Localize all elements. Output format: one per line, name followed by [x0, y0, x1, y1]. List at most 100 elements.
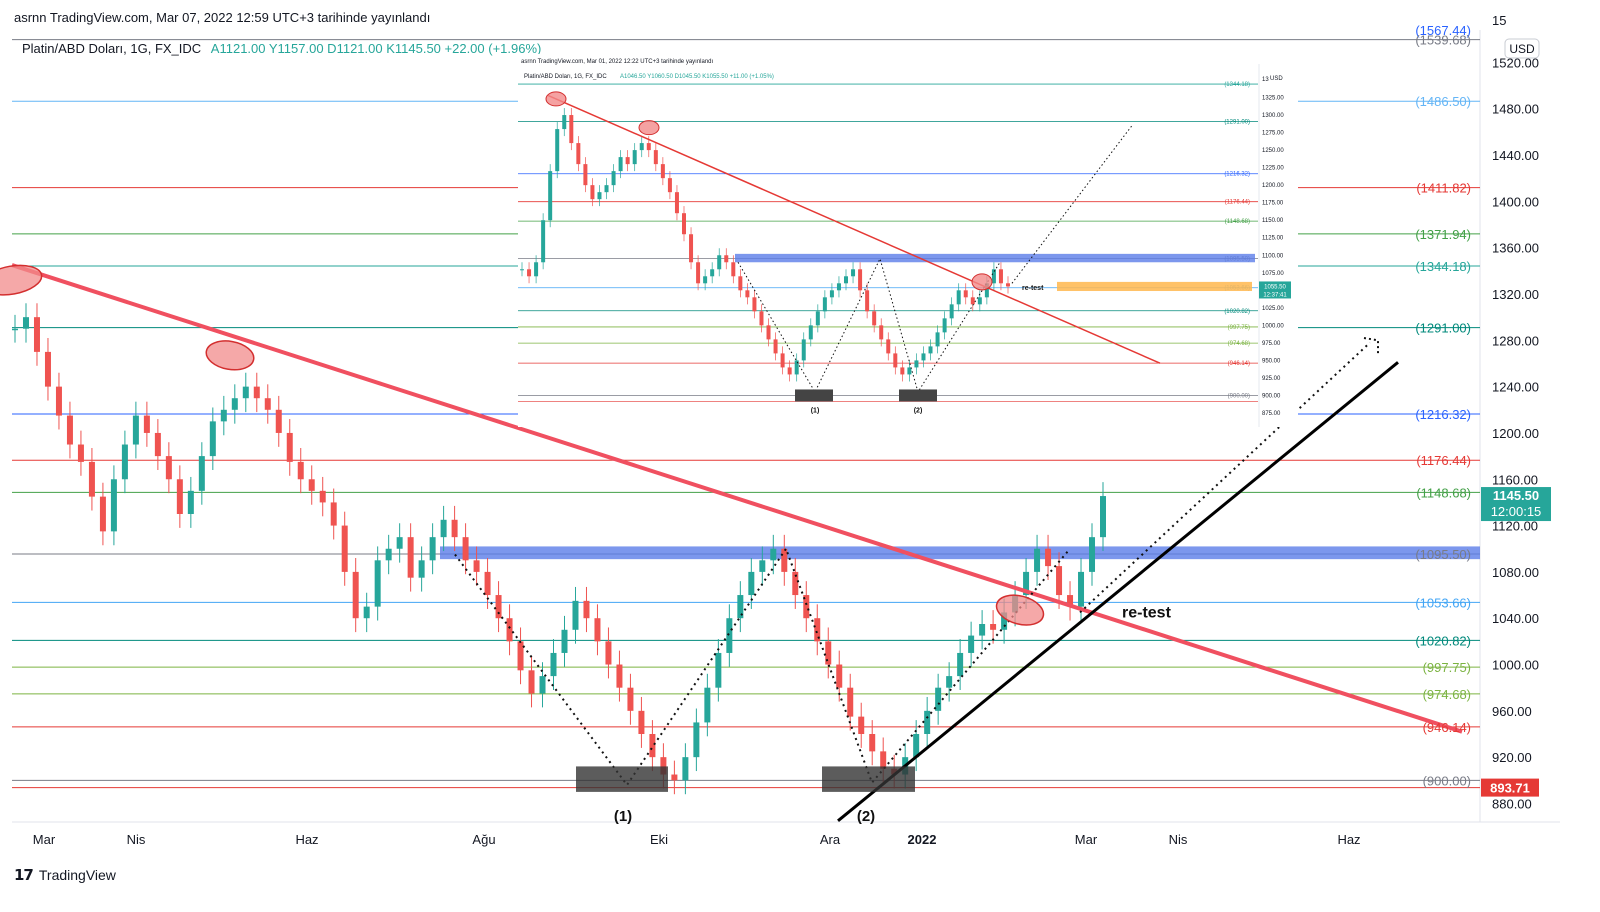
- inset-level-label-2: (1216.32): [1224, 172, 1250, 178]
- ascending-trendline: [837, 361, 1399, 823]
- inset-candle-body: [646, 143, 651, 151]
- candle-body: [451, 519, 458, 538]
- candles-group: [12, 303, 1106, 795]
- candle-body: [836, 664, 843, 688]
- inset-candle-body: [534, 262, 539, 277]
- inset-candles-group: [520, 108, 1010, 382]
- candle-body: [1023, 571, 1030, 596]
- candle-body: [330, 502, 337, 526]
- inset-candle-body: [724, 255, 729, 263]
- inset-touch-ellipse-2: [971, 273, 993, 291]
- y-tick-1: 920.00: [1492, 750, 1532, 765]
- inset-candle-body: [914, 360, 919, 368]
- inset-candle-body: [963, 290, 968, 298]
- y-tick-16: 1520.00: [1492, 55, 1539, 70]
- candle-body: [231, 398, 238, 410]
- candle-body: [374, 560, 381, 607]
- level-label-8: (1176.44): [1416, 453, 1471, 468]
- inset-candle-body: [569, 115, 574, 144]
- candle-body: [781, 548, 788, 572]
- candle-body: [154, 432, 161, 457]
- candle-body: [99, 496, 106, 532]
- candle-body: [825, 641, 832, 665]
- inset-candle-body: [625, 157, 630, 165]
- ohlc-values: A1121.00 Y1157.00 D1121.00 K1145.50 +22.…: [210, 41, 542, 56]
- inset-y-tick-1: 900.00: [1262, 393, 1281, 399]
- inset-y-tick-13: 1200.00: [1262, 183, 1284, 189]
- level-label-10: (1095.50): [1415, 547, 1471, 562]
- level-label-3: (1411.82): [1416, 181, 1471, 196]
- inset-level-label-1: (1291.00): [1224, 119, 1250, 125]
- inset-y-tick-11: 1150.00: [1262, 218, 1284, 224]
- x-tick-0: Mar: [33, 832, 56, 847]
- candle-body: [616, 664, 623, 688]
- x-tick-1: Nis: [127, 832, 146, 847]
- candle-body: [990, 624, 997, 630]
- candle-body: [638, 710, 645, 734]
- inset-symbol-title: Platin/ABD Doları, 1G, FX_IDC: [524, 74, 607, 80]
- y-tick-7: 1160.00: [1492, 472, 1538, 487]
- inset-candle-body: [886, 339, 891, 354]
- inset-candle-body: [674, 192, 679, 214]
- inset-candle-body: [752, 297, 757, 312]
- candle-body: [33, 317, 40, 352]
- inset-retest-zone: [1057, 281, 1252, 292]
- level-label-11: (1053.66): [1415, 595, 1471, 610]
- inset-candle-body: [907, 367, 912, 375]
- projection-dotted-arrow: [1079, 341, 1371, 614]
- inset-level-label-4: (1148.68): [1225, 219, 1250, 225]
- inset-candle-body: [844, 276, 848, 284]
- inset-candle-body: [794, 360, 799, 375]
- candle-body: [12, 328, 18, 331]
- candle-body: [187, 490, 194, 514]
- inset-candle-body: [548, 171, 553, 221]
- inset-candle-body: [689, 234, 694, 263]
- candle-body: [418, 560, 425, 578]
- candle-body: [1078, 571, 1085, 607]
- inset-candle-body: [766, 325, 771, 340]
- bottom-box-2: [822, 766, 915, 792]
- annotation-retest: re-test: [1122, 604, 1172, 621]
- candle-body: [176, 479, 183, 514]
- candle-body: [121, 444, 128, 480]
- inset-candle-body: [562, 115, 567, 130]
- candle-body: [165, 456, 172, 480]
- candle-body: [693, 722, 700, 758]
- candle-body: [671, 774, 678, 781]
- inset-resistance-zone: [735, 253, 1255, 263]
- annotation-bottom-2: (2): [857, 808, 875, 825]
- symbol-legend[interactable]: Platin/ABD Doları, 1G, FX_IDC A1121.00 Y…: [22, 41, 541, 56]
- inset-descending-trendline: [547, 94, 1161, 364]
- candle-body: [539, 676, 546, 694]
- inset-annotation-bottom-2: (2): [914, 407, 923, 414]
- inset-candle-body: [935, 332, 940, 347]
- inset-candle-body: [527, 269, 532, 277]
- inset-y-tick-9: 1100.00: [1262, 253, 1284, 259]
- y-tick-14: 1440.00: [1492, 148, 1539, 163]
- level-label-4: (1371.94): [1415, 227, 1471, 242]
- inset-level-label-10: (946.14): [1228, 361, 1250, 367]
- candle-body: [792, 571, 799, 596]
- inset-candle-body: [921, 353, 926, 361]
- inset-candle-body: [604, 185, 609, 193]
- level-label-0: (1567.44): [1415, 23, 1471, 38]
- inset-candle-body: [858, 269, 863, 291]
- inset-ohlc-values: A1046.50 Y1060.50 D1045.50 K1055.50 +11.…: [620, 74, 774, 80]
- inset-candle-body: [710, 269, 715, 277]
- inset-y-tick-4: 975.00: [1262, 341, 1281, 347]
- inset-level-label-11: (900.00): [1228, 393, 1250, 399]
- inset-candle-body: [745, 290, 750, 298]
- level-label-16: (900.00): [1423, 773, 1471, 788]
- inset-candle-body: [717, 255, 722, 270]
- candle-body: [1067, 595, 1074, 607]
- candle-body: [407, 537, 414, 578]
- x-tick-3: Ağu: [472, 832, 495, 847]
- level-label-12: (1020.82): [1415, 633, 1471, 648]
- candle-body: [297, 461, 304, 480]
- inset-candle-body: [998, 269, 1003, 284]
- candle-body: [286, 432, 293, 462]
- level-label-6: (1291.00): [1415, 321, 1471, 336]
- candle-body: [1045, 548, 1052, 567]
- tradingview-brand[interactable]: 𝟭𝟳 TradingView: [14, 866, 116, 884]
